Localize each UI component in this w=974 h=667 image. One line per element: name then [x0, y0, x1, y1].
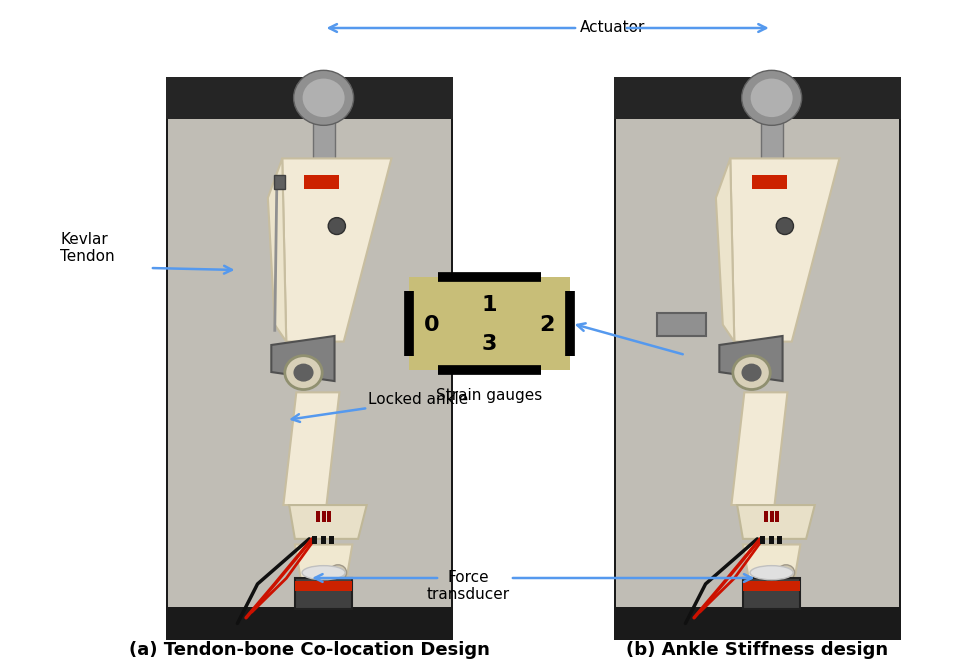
Ellipse shape	[741, 364, 762, 382]
Text: Locked ankle: Locked ankle	[368, 392, 468, 408]
Bar	[614, 77, 901, 119]
Bar	[329, 536, 334, 544]
Bar	[166, 77, 453, 119]
Bar	[775, 511, 779, 522]
Ellipse shape	[293, 70, 354, 125]
Bar	[761, 120, 783, 180]
Polygon shape	[283, 392, 339, 505]
Bar	[327, 511, 331, 522]
Bar	[168, 606, 451, 640]
Text: (b) Ankle Stiffness design: (b) Ankle Stiffness design	[626, 641, 888, 659]
Ellipse shape	[750, 566, 793, 580]
Text: 0: 0	[424, 315, 439, 336]
Bar	[316, 511, 319, 522]
Bar	[743, 578, 801, 610]
Bar	[312, 536, 318, 544]
Bar	[777, 536, 782, 544]
Bar	[295, 582, 353, 591]
Polygon shape	[268, 159, 286, 342]
Polygon shape	[731, 392, 787, 505]
Text: Actuator: Actuator	[580, 21, 646, 35]
Bar	[320, 536, 325, 544]
Ellipse shape	[303, 79, 345, 117]
Bar	[768, 536, 773, 544]
Text: (a) Tendon-bone Co-location Design: (a) Tendon-bone Co-location Design	[129, 641, 490, 659]
Polygon shape	[289, 505, 366, 539]
Ellipse shape	[776, 217, 794, 235]
Polygon shape	[730, 159, 840, 342]
Text: Strain gauges: Strain gauges	[436, 388, 543, 403]
Ellipse shape	[328, 217, 346, 235]
Text: Force
transducer: Force transducer	[427, 570, 509, 602]
Bar	[409, 277, 570, 370]
Text: 3: 3	[482, 334, 497, 354]
Bar	[168, 119, 451, 638]
Ellipse shape	[329, 565, 347, 580]
Ellipse shape	[741, 70, 802, 125]
Bar	[752, 175, 787, 189]
Ellipse shape	[293, 364, 314, 382]
Polygon shape	[737, 505, 815, 539]
Bar	[769, 511, 773, 522]
Bar	[760, 536, 766, 544]
Ellipse shape	[777, 565, 795, 580]
Ellipse shape	[302, 566, 345, 580]
Bar	[616, 606, 899, 640]
Polygon shape	[720, 336, 782, 381]
Bar	[274, 175, 285, 189]
Polygon shape	[716, 159, 734, 342]
Ellipse shape	[751, 79, 793, 117]
Bar	[614, 77, 901, 640]
Ellipse shape	[732, 356, 770, 390]
Text: Kevlar
Tendon: Kevlar Tendon	[60, 232, 115, 264]
Bar	[616, 119, 899, 638]
Polygon shape	[656, 313, 705, 336]
Polygon shape	[295, 544, 353, 578]
Bar	[321, 511, 325, 522]
Text: 1: 1	[482, 295, 497, 315]
Polygon shape	[272, 336, 334, 381]
Bar	[304, 175, 339, 189]
Polygon shape	[743, 544, 801, 578]
Bar	[764, 511, 768, 522]
Text: 2: 2	[540, 315, 555, 336]
Bar	[295, 578, 353, 610]
Bar	[313, 120, 335, 180]
Ellipse shape	[284, 356, 322, 390]
Bar	[743, 582, 801, 591]
Polygon shape	[282, 159, 392, 342]
Bar	[166, 77, 453, 640]
